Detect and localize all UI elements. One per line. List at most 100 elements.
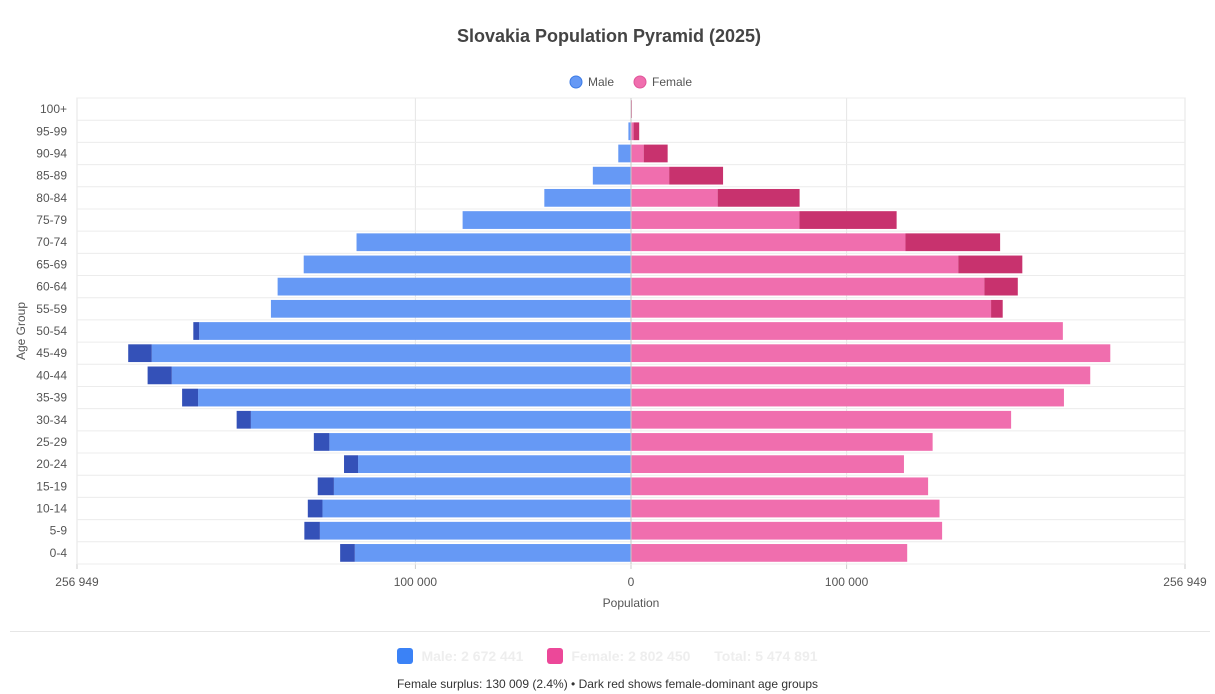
female-bar[interactable] — [631, 344, 1111, 363]
y-tick-label: 20-24 — [36, 457, 67, 471]
male-excess-bar[interactable] — [344, 455, 359, 474]
female-bar[interactable] — [631, 366, 1091, 385]
female-bar[interactable] — [631, 188, 718, 207]
y-tick-label: 55-59 — [36, 302, 67, 316]
female-bar[interactable] — [631, 455, 904, 474]
male-bar[interactable] — [171, 366, 631, 385]
male-bar[interactable] — [618, 144, 631, 163]
divider — [10, 631, 1210, 632]
male-excess-bar[interactable] — [193, 322, 200, 340]
female-excess-bar[interactable] — [717, 188, 800, 207]
x-tick-label: 256 949 — [55, 575, 99, 589]
male-excess-bar[interactable] — [340, 544, 355, 562]
footnote: Female surplus: 130 009 (2.4%) • Dark re… — [396, 677, 819, 691]
y-axis-label: Age Group — [14, 302, 28, 360]
male-bar[interactable] — [592, 166, 631, 185]
male-excess-bar[interactable] — [313, 433, 330, 451]
female-bar[interactable] — [631, 122, 634, 141]
female-bar[interactable] — [631, 521, 943, 540]
y-tick-label: 45-49 — [36, 346, 67, 360]
legend[interactable]: Male Female — [569, 75, 692, 89]
male-bar[interactable] — [198, 388, 632, 407]
male-bar[interactable] — [151, 344, 631, 363]
female-bar[interactable] — [631, 277, 985, 296]
x-tick-label: 100 000 — [825, 575, 869, 589]
male-bar[interactable] — [628, 122, 631, 141]
summary-male: Male: 2 672 441 — [397, 648, 527, 664]
summary-female: Female: 2 802 450 — [547, 648, 694, 664]
female-bar[interactable] — [631, 410, 1012, 429]
female-bar[interactable] — [631, 499, 940, 518]
male-excess-bar[interactable] — [182, 388, 199, 407]
male-bar[interactable] — [303, 255, 631, 274]
female-bar[interactable] — [631, 322, 1063, 340]
x-tick-label: 0 — [628, 575, 635, 589]
female-bar[interactable] — [631, 233, 906, 252]
male-bar[interactable] — [277, 277, 631, 296]
summary-female-text: Female: 2 802 450 — [571, 648, 691, 664]
summary-bar: Male: 2 672 441 Female: 2 802 450 Total:… — [0, 648, 1215, 664]
female-excess-bar[interactable] — [643, 144, 668, 163]
male-bar[interactable] — [356, 233, 631, 252]
y-tick-labels: 100+ 95-99 90-94 85-89 80-84 75-79 70-74 65-69 6… — [36, 102, 67, 560]
y-tick-label: 25-29 — [36, 435, 67, 449]
female-bar[interactable] — [631, 166, 670, 185]
female-excess-bar[interactable] — [905, 233, 1001, 252]
legend-male-label[interactable]: Male — [588, 75, 614, 89]
legend-female-marker[interactable] — [633, 75, 647, 89]
female-bar[interactable] — [631, 477, 929, 496]
male-bar[interactable] — [333, 477, 631, 496]
female-excess-bar[interactable] — [669, 166, 724, 185]
female-excess-bar[interactable] — [633, 122, 640, 141]
y-tick-label: 40-44 — [36, 368, 67, 382]
y-tick-label: 70-74 — [36, 235, 67, 249]
female-excess-bar[interactable] — [991, 299, 1003, 318]
female-bar[interactable] — [631, 299, 992, 318]
y-tick-label: 75-79 — [36, 213, 67, 227]
y-tick-label: 30-34 — [36, 413, 67, 427]
legend-male-marker[interactable] — [569, 75, 583, 89]
bars — [128, 100, 1111, 562]
female-excess-bar[interactable] — [958, 255, 1023, 274]
x-axis-label: Population — [603, 596, 660, 610]
male-excess-bar[interactable] — [304, 521, 320, 540]
y-tick-label: 0-4 — [50, 546, 68, 560]
female-bar[interactable] — [631, 255, 959, 274]
male-excess-bar[interactable] — [236, 410, 251, 429]
x-tick-label: 256 949 — [1163, 575, 1207, 589]
male-excess-bar[interactable] — [147, 366, 172, 385]
male-bar[interactable] — [199, 322, 631, 340]
legend-female-label[interactable]: Female — [652, 75, 692, 89]
male-bar[interactable] — [544, 188, 631, 207]
female-bar[interactable] — [631, 544, 908, 562]
male-bar[interactable] — [358, 455, 631, 474]
x-tick-labels: 256 949 100 000 0 100 000 256 949 — [55, 575, 1207, 589]
male-bar[interactable] — [329, 433, 631, 451]
male-bar[interactable] — [462, 211, 631, 229]
female-bar[interactable] — [631, 144, 644, 163]
y-tick-label: 15-19 — [36, 479, 67, 493]
female-bar[interactable] — [631, 211, 800, 229]
male-bar[interactable] — [319, 521, 631, 540]
x-tick-label: 100 000 — [394, 575, 438, 589]
male-bar[interactable] — [354, 544, 631, 562]
female-bar[interactable] — [631, 433, 933, 451]
female-excess-bar[interactable] — [799, 211, 897, 229]
summary-total: Total: 5 474 891 — [714, 648, 818, 664]
female-bar[interactable] — [631, 388, 1064, 407]
male-excess-bar[interactable] — [317, 477, 334, 496]
female-excess-bar[interactable] — [631, 100, 632, 118]
y-tick-label: 50-54 — [36, 324, 67, 338]
y-tick-label: 10-14 — [36, 502, 67, 516]
y-tick-label: 100+ — [40, 102, 67, 116]
male-bar[interactable] — [322, 499, 631, 518]
male-excess-bar[interactable] — [307, 499, 323, 518]
male-bar[interactable] — [250, 410, 631, 429]
summary-male-text: Male: 2 672 441 — [421, 648, 524, 664]
y-tick-label: 35-39 — [36, 391, 67, 405]
female-excess-bar[interactable] — [984, 277, 1018, 296]
male-swatch — [397, 648, 414, 664]
male-excess-bar[interactable] — [128, 344, 152, 363]
y-tick-label: 95-99 — [36, 124, 67, 138]
male-bar[interactable] — [270, 299, 631, 318]
